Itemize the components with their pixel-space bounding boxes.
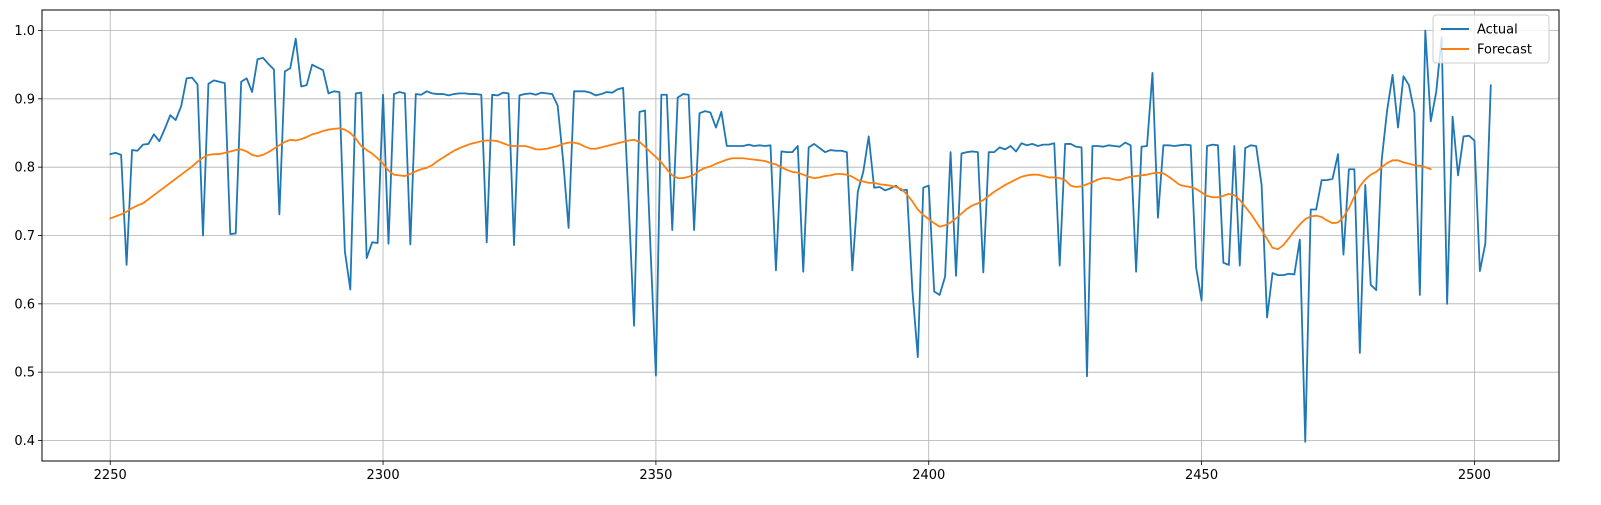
x-tick-label: 2500 xyxy=(1458,468,1491,483)
series-line-actual xyxy=(109,29,1492,443)
y-tick-label: 0.4 xyxy=(14,434,35,449)
x-tick-label: 2450 xyxy=(1185,468,1218,483)
y-tick-label: 0.9 xyxy=(14,92,35,107)
x-tick-label: 2400 xyxy=(912,468,945,483)
series-layer xyxy=(109,29,1492,443)
x-tick-label: 2350 xyxy=(639,468,672,483)
tick-layer: 2250 2300 2350 2400 2450 2500 0.4 0.5 0.6 0.7 0.8 0… xyxy=(14,24,1491,483)
y-tick-label: 1.0 xyxy=(14,24,35,39)
legend-label-forecast: Forecast xyxy=(1477,43,1532,58)
x-tick-label: 2250 xyxy=(94,468,127,483)
y-tick-label: 0.7 xyxy=(14,229,35,244)
series-line-forecast xyxy=(109,127,1432,251)
x-tick-label: 2300 xyxy=(367,468,400,483)
legend: Actual Forecast xyxy=(1432,14,1550,64)
legend-label-actual: Actual xyxy=(1477,23,1518,38)
y-tick-label: 0.5 xyxy=(14,366,35,381)
legend-box xyxy=(1432,14,1550,64)
y-tick-label: 0.6 xyxy=(14,297,35,312)
grid-layer xyxy=(42,10,1559,461)
y-tick-label: 0.8 xyxy=(14,161,35,176)
